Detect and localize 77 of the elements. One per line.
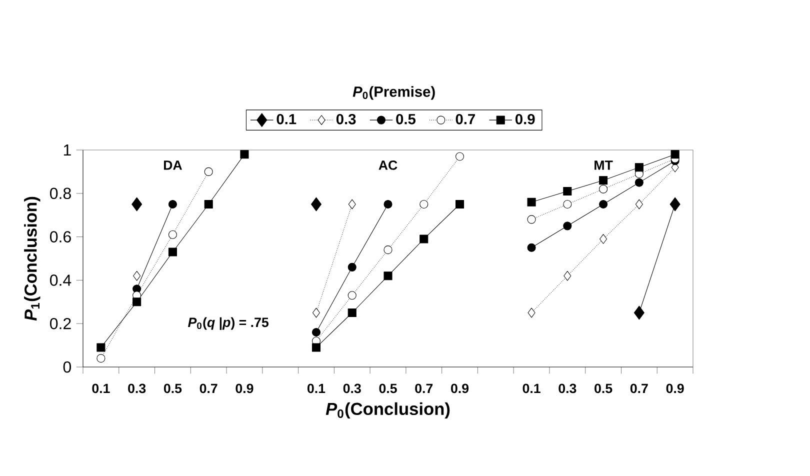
point [420,234,428,244]
point [168,248,177,256]
annotation: AC [378,160,398,170]
point [348,291,356,300]
x-tick-label: 0.7 [200,384,218,394]
point [312,328,321,337]
point [96,343,106,352]
point [599,200,608,209]
point [168,200,177,209]
point [599,184,608,194]
annotation: MT [594,160,613,170]
point [384,200,392,209]
point [456,200,464,209]
legend-label: 0.5 [396,114,416,124]
point [132,298,142,306]
point [384,272,392,280]
x-tick-label: 0.9 [666,384,684,394]
x-tick-label: 0.7 [415,384,433,394]
point [168,230,177,239]
y-tick-label: 0.2 [50,318,71,330]
point [528,308,536,318]
point [204,167,213,176]
point [312,343,321,352]
point [670,197,680,212]
point [563,186,572,196]
x-tick-label: 0.5 [379,384,397,394]
point [563,200,572,209]
point [635,199,643,210]
point [634,163,644,172]
y-tick-label: 0 [63,361,72,373]
point [240,150,249,159]
x-axis-title: P$_{0}$(Conclusion) [326,402,450,418]
point [348,308,356,318]
point [312,308,320,318]
y-tick-label: 0.6 [50,231,71,242]
legend-label: 0.9 [516,114,535,124]
x-tick-label: 0.5 [164,384,182,394]
x-tick-label: 0.5 [594,384,612,394]
x-tick-label: 0.1 [92,384,110,394]
legend-label: 0.1 [276,114,296,124]
legend-label: 0.7 [456,114,475,124]
y-tick-label: 1 [64,144,71,156]
point [348,262,356,272]
legend-label: 0.3 [336,114,356,124]
point [204,200,213,209]
y-tick-label: 0.4 [50,274,72,286]
legend-title: P$_{0}$(Premise) [352,86,435,100]
point [564,270,572,281]
y-axis-title: P$_{1}$(Conclusion) [24,196,40,321]
point [456,152,464,161]
x-tick-label: 0.9 [236,384,254,394]
x-tick-label: 0.1 [522,384,540,394]
point [384,246,392,254]
x-tick-label: 0.3 [343,384,361,394]
y-tick-label: 0.8 [50,188,71,200]
point [527,215,536,224]
point [634,178,644,187]
point [563,222,572,230]
point [670,150,680,159]
annotation: DA [164,160,182,170]
x-tick-label: 0.9 [451,384,469,394]
point [527,243,536,252]
point [310,197,322,212]
annotation: P$_{0}$(q |p) = .75 [188,317,268,330]
point [348,199,356,210]
point [634,306,644,320]
x-tick-label: 0.3 [558,384,576,394]
x-tick-label: 0.7 [630,384,648,394]
point [600,234,608,244]
point [527,198,536,206]
point [420,200,428,209]
point [132,197,142,212]
x-tick-label: 0.1 [307,384,326,394]
x-tick-label: 0.3 [128,384,146,394]
point [133,270,141,281]
point [96,354,106,363]
point [599,176,608,185]
